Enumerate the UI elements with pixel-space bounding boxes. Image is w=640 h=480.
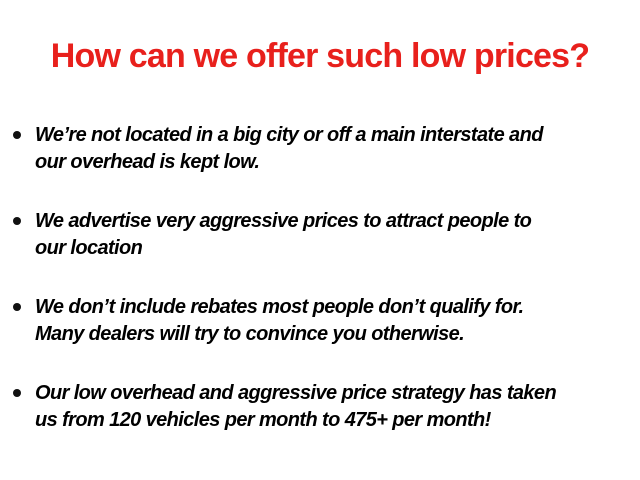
bullet-text-line: Many dealers will try to convince you ot…: [35, 323, 465, 345]
bullet-icon: [13, 303, 21, 311]
slide-title: How can we offer such low prices?: [50, 37, 590, 75]
bullet-text-line: our location: [35, 237, 143, 259]
bullet-icon: [13, 217, 21, 225]
bullet-icon: [13, 131, 21, 139]
bullet-text-line: us from 120 vehicles per month to 475+ p…: [35, 409, 491, 431]
bullet-text-line: We don’t include rebates most people don…: [35, 296, 524, 318]
bullet-item: We’re not located in a big city or off a…: [0, 122, 630, 176]
bullet-text-line: Our low overhead and aggressive price st…: [35, 382, 557, 404]
bullet-item: We advertise very aggressive prices to a…: [0, 208, 630, 262]
bullet-text-line: our overhead is kept low.: [35, 151, 260, 173]
bullet-list: We’re not located in a big city or off a…: [0, 122, 640, 466]
bullet-text-line: We advertise very aggressive prices to a…: [35, 210, 532, 232]
bullet-item: We don’t include rebates most people don…: [0, 294, 630, 348]
bullet-icon: [13, 389, 21, 397]
bullet-text-line: We’re not located in a big city or off a…: [35, 124, 543, 146]
bullet-item: Our low overhead and aggressive price st…: [0, 380, 630, 434]
